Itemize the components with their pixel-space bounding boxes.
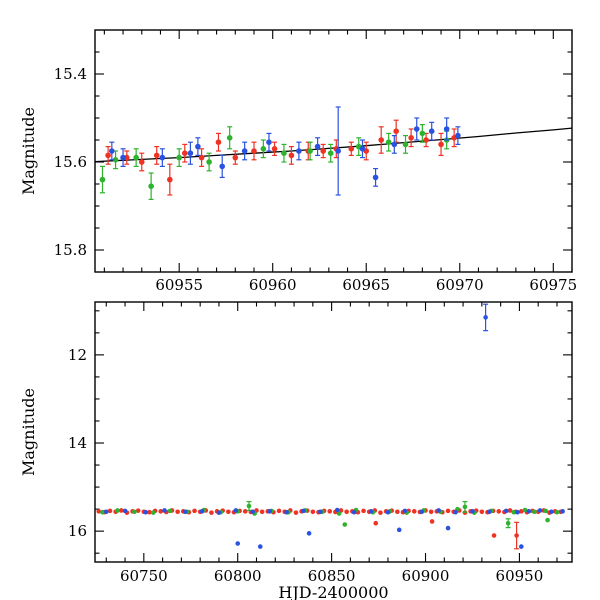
y-axis-label: Magnitude xyxy=(19,107,38,195)
series-red-points xyxy=(105,119,457,196)
model-curve xyxy=(94,127,573,163)
y-axis-label: Magnitude xyxy=(19,388,38,476)
x-axis-label: HJD-2400000 xyxy=(278,583,388,600)
svg-text:15.6: 15.6 xyxy=(54,153,87,171)
bottom-panel-chart: 60750 60800 60850 60900 60950 12 14 16 Magnitude… xyxy=(19,301,573,600)
svg-text:60965: 60965 xyxy=(342,276,390,290)
svg-text:60850: 60850 xyxy=(308,567,356,585)
svg-text:16: 16 xyxy=(68,522,87,540)
svg-text:15.8: 15.8 xyxy=(54,241,87,259)
axis-ticks xyxy=(95,302,572,562)
plot-frame xyxy=(94,301,573,563)
series-blue-points xyxy=(103,303,565,549)
plot-frame xyxy=(94,29,573,273)
axis-ticks xyxy=(95,30,573,272)
top-panel-chart: 60955 60960 60965 60970 60975 15.4 15.6 15.8 Mag… xyxy=(19,29,578,290)
series-green-points xyxy=(100,501,560,529)
svg-text:60800: 60800 xyxy=(214,567,262,585)
svg-text:14: 14 xyxy=(68,434,87,452)
svg-text:60970: 60970 xyxy=(436,276,484,290)
svg-text:60750: 60750 xyxy=(120,567,168,585)
tick-labels: 60955 60960 60965 60970 60975 15.4 15.6 15.8 xyxy=(54,65,578,290)
svg-text:12: 12 xyxy=(68,346,87,364)
series-red-points xyxy=(96,508,564,550)
svg-text:60960: 60960 xyxy=(249,276,297,290)
svg-text:15.4: 15.4 xyxy=(54,65,87,83)
svg-text:60975: 60975 xyxy=(529,276,577,290)
series-blue-points xyxy=(109,106,461,196)
series-green-points xyxy=(99,123,450,200)
svg-text:60950: 60950 xyxy=(496,567,544,585)
svg-text:60900: 60900 xyxy=(402,567,450,585)
svg-text:60955: 60955 xyxy=(155,276,203,290)
tick-labels: 60750 60800 60850 60900 60950 12 14 16 xyxy=(68,346,543,585)
